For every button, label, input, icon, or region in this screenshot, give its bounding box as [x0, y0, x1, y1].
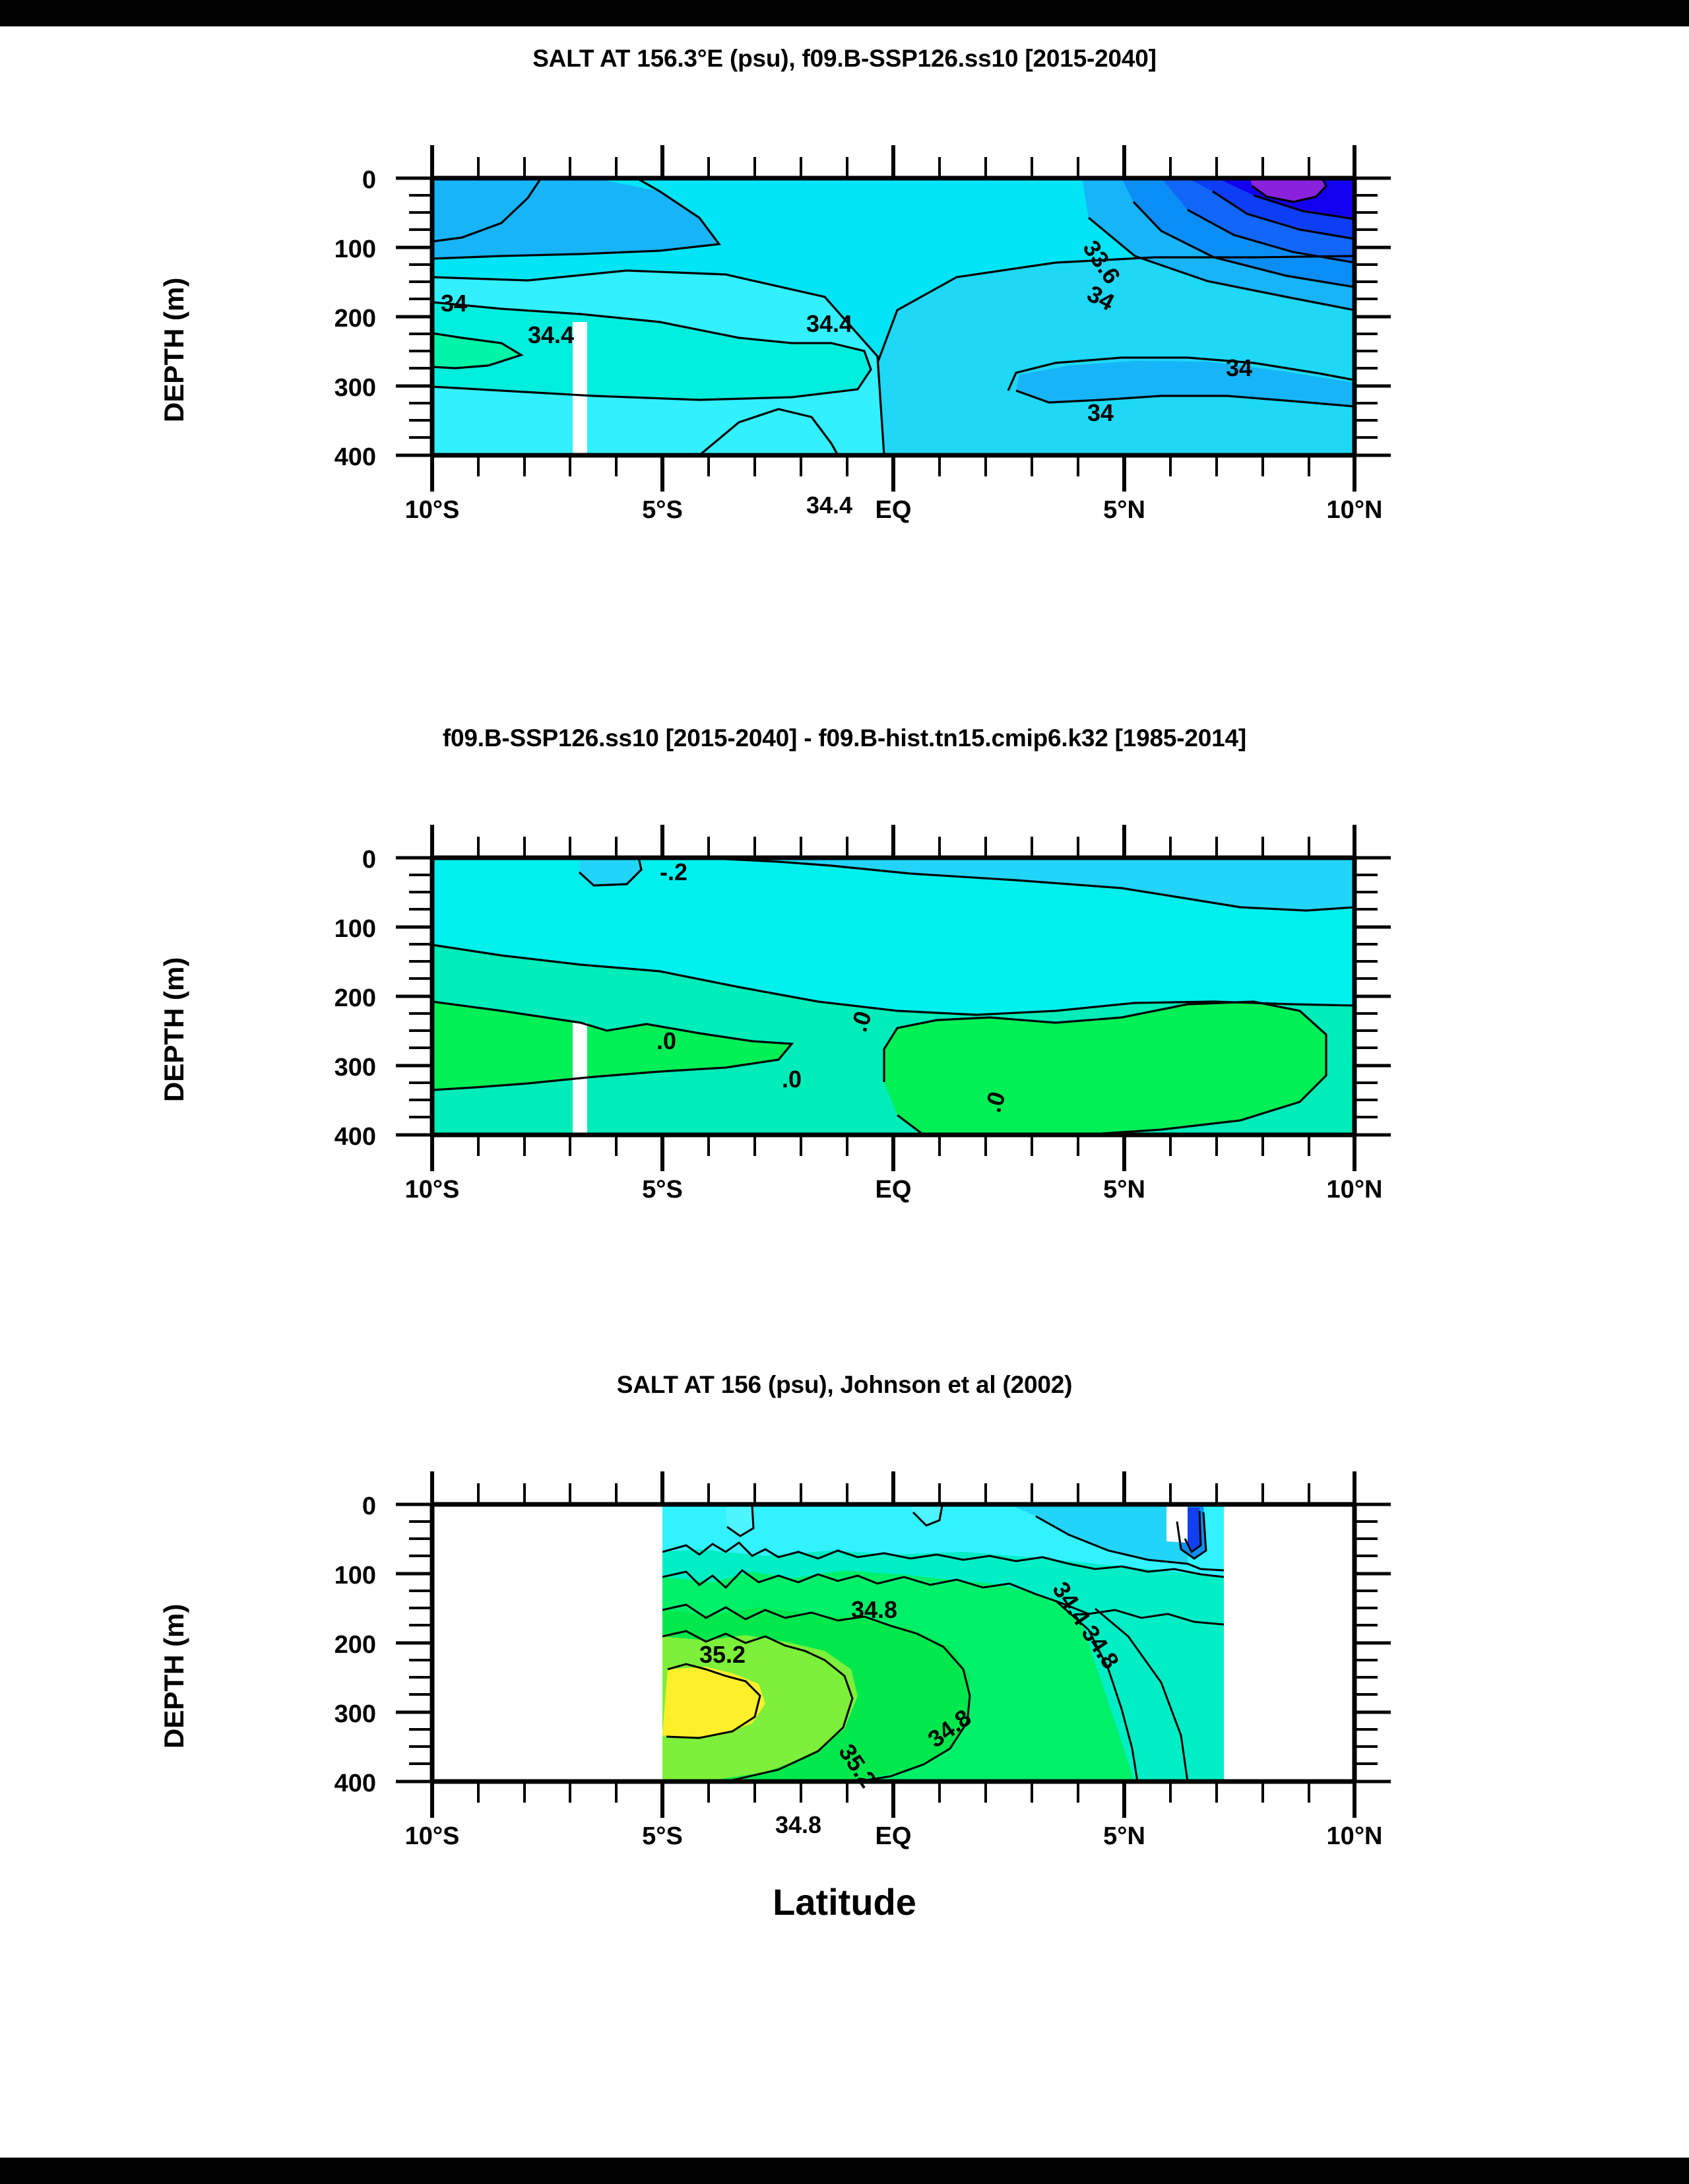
panel-3-contour-fill	[662, 1504, 1224, 1782]
panel-3-ytick-300: 300	[334, 1700, 376, 1728]
contour-label-34-c: 34	[1226, 354, 1252, 381]
panel-1-ytick-0: 0	[362, 166, 376, 194]
panel-1-ytick-200: 200	[334, 305, 376, 333]
contour-label-34p4-a: 34.4	[528, 321, 574, 348]
contour-label-34p4-b: 34.4	[806, 310, 852, 337]
panel-3-title: SALT AT 156 (psu), Johnson et al (2002)	[616, 1371, 1073, 1398]
panel-3-xtick-10N: 10°N	[1326, 1822, 1383, 1850]
panel-2-ytick-200: 200	[334, 984, 376, 1012]
panel-3-xtick-5S: 5°S	[642, 1822, 683, 1850]
panel-3-contour-lines	[662, 1505, 1224, 1782]
panel-2-contour-lines	[432, 858, 1354, 1135]
panel-1-xtick-10S: 10°S	[404, 496, 460, 524]
contour-label-34-d: 34	[1087, 399, 1114, 426]
panel-2-xtick-10S: 10°S	[404, 1176, 460, 1204]
panel-1-xtick-5S: 5°S	[642, 496, 683, 524]
panel-2-xtick-5S: 5°S	[642, 1176, 683, 1204]
panel-3-x-ticks	[430, 1471, 1356, 1818]
panel-2-x-ticks	[430, 825, 1356, 1171]
panel-2-contour-fill	[432, 858, 1354, 1135]
panel-2-xtick-EQ: EQ	[875, 1176, 912, 1204]
panel-3-ytick-0: 0	[362, 1493, 376, 1520]
panel-1-contour-lines	[432, 178, 1354, 455]
panel-2-xtick-10N: 10°N	[1326, 1176, 1383, 1204]
panel-2-ytick-0: 0	[362, 846, 376, 874]
contour-label-34p4-c: 34.4	[806, 492, 852, 519]
panel-2-ytick-400: 400	[334, 1123, 376, 1151]
panel-1-ytick-100: 100	[334, 236, 376, 263]
panel-3-y-major-ticks	[396, 1502, 1391, 1783]
panel-1-xtick-5N: 5°N	[1103, 496, 1145, 524]
figure-xlabel: Latitude	[773, 1881, 916, 1923]
panel-2-y-major-ticks	[396, 856, 1391, 1137]
panel-3-ytick-400: 400	[334, 1770, 376, 1797]
panel-1-xtick-10N: 10°N	[1326, 496, 1383, 524]
panel-1-ytick-300: 300	[334, 374, 376, 402]
contour-label-0p0-a: .0	[656, 1027, 676, 1054]
panel-3-plot: 34.8 34.4 34.8 35.2 35.2 34.8 34.8	[396, 1471, 1391, 1838]
panel-2-ytick-300: 300	[334, 1054, 376, 1081]
panel-3-xtick-EQ: EQ	[875, 1822, 912, 1850]
panel-3-ytick-100: 100	[334, 1562, 376, 1590]
panel-3-xtick-5N: 5°N	[1103, 1822, 1145, 1850]
contour-label-34-a: 34	[441, 290, 467, 317]
panel-1-plot: 34 34.4 34.4 34.4 33.6 34 34 34	[396, 145, 1391, 519]
panel-1-contour-fill	[432, 178, 1354, 455]
contour-label-35p2-a: 35.2	[699, 1641, 746, 1668]
panel-3-y-minor-ticks	[409, 1520, 1378, 1765]
panel-3-ytick-200: 200	[334, 1631, 376, 1659]
panel-2-plot: -.2 .0 .0 .0 .0	[396, 825, 1391, 1171]
panel-3-xtick-10S: 10°S	[404, 1822, 460, 1850]
panel-2-y-minor-ticks	[409, 874, 1378, 1118]
contour-label-34p8-a: 34.8	[851, 1596, 897, 1623]
panel-model-ssp126: SALT AT 156.3°E (psu), f09.B-SSP126.ss10…	[0, 26, 1689, 673]
contour-label-34p8-d: 34.8	[775, 1811, 821, 1838]
panel-1-title: SALT AT 156.3°E (psu), f09.B-SSP126.ss10…	[532, 45, 1157, 72]
panel-2-title: f09.B-SSP126.ss10 [2015-2040] - f09.B-hi…	[442, 724, 1247, 752]
contour-label-neg0p2: -.2	[660, 858, 687, 885]
panel-1-y-major-ticks	[396, 176, 1391, 457]
contour-label-0p0-b: .0	[782, 1066, 802, 1093]
panel-1-xtick-EQ: EQ	[875, 496, 912, 524]
panel-1-ytick-400: 400	[334, 443, 376, 471]
panel-1-y-minor-ticks	[409, 194, 1378, 439]
panel-2-xtick-5N: 5°N	[1103, 1176, 1145, 1204]
panel-observations: SALT AT 156 (psu), Johnson et al (2002) …	[0, 1353, 1689, 2052]
figure-canvas: SALT AT 156.3°E (psu), f09.B-SSP126.ss10…	[0, 26, 1689, 2158]
panel-difference: f09.B-SSP126.ss10 [2015-2040] - f09.B-hi…	[0, 706, 1689, 1353]
panel-1-x-ticks	[430, 145, 1356, 492]
panel-2-ytick-100: 100	[334, 915, 376, 943]
